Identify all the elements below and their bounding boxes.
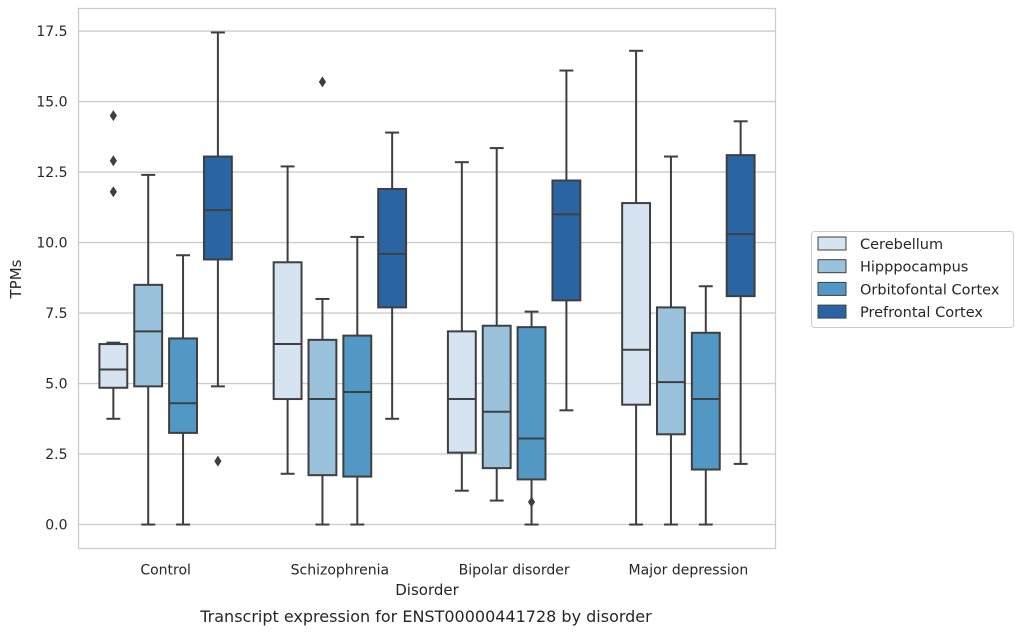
- y-tick-label: 0.0: [45, 518, 67, 534]
- box-series: [98, 31, 756, 526]
- y-tick-label: 10.0: [36, 236, 67, 252]
- plot-area: [77, 7, 777, 550]
- y-tick-label: 7.5: [45, 306, 67, 322]
- x-tick-label: Schizophrenia: [291, 563, 389, 579]
- legend-label: Cerebellum: [860, 237, 943, 253]
- box-iqr: [516, 326, 547, 481]
- legend-swatch: [817, 281, 847, 296]
- box-iqr: [98, 343, 129, 389]
- legend-label: Hipppocampus: [860, 260, 968, 276]
- box-iqr: [342, 334, 373, 478]
- chart-caption: Transcript expression for ENST0000044172…: [199, 607, 652, 626]
- box-iqr: [725, 154, 756, 298]
- legend-label: Prefrontal Cortex: [860, 305, 983, 321]
- legend: Cerebellum Hipppocampus Orbitofontal Corte…: [811, 231, 1014, 328]
- y-tick-label: 17.5: [36, 24, 67, 40]
- box-iqr: [551, 179, 582, 302]
- box-iqr: [168, 337, 198, 434]
- y-tick-label: 5.0: [45, 377, 67, 393]
- box-iqr: [202, 155, 233, 261]
- x-axis-label: Disorder: [395, 581, 459, 599]
- outlier-point: [318, 76, 327, 88]
- y-tick-labels: 0.0 2.5 5.0 7.5 10.0 12.5 15.0 17.5: [36, 24, 67, 533]
- legend-swatch: [817, 236, 847, 251]
- gridlines: [78, 30, 776, 526]
- outlier-point: [109, 155, 117, 167]
- box-iqr: [656, 306, 686, 436]
- legend-swatch: [817, 304, 847, 319]
- y-tick-label: 12.5: [36, 165, 67, 181]
- outlier-point: [109, 110, 117, 122]
- box-iqr: [133, 283, 164, 388]
- outlier-point: [527, 496, 536, 508]
- box-iqr: [307, 338, 338, 477]
- x-tick-label: Major depression: [629, 563, 749, 579]
- y-axis-label: TPMs: [7, 259, 25, 299]
- legend-label: Orbitofontal Cortex: [860, 282, 1000, 298]
- box-iqr: [690, 331, 721, 471]
- x-tick-label: Bipolar disorder: [459, 563, 570, 579]
- x-tick-labels: Control Schizophrenia Bipolar disorder Majo…: [140, 563, 748, 579]
- y-tick-label: 2.5: [45, 447, 67, 463]
- y-tick-label: 15.0: [36, 95, 67, 111]
- box-iqr: [377, 187, 408, 309]
- x-tick-label: Control: [140, 563, 191, 579]
- box-iqr: [446, 330, 477, 454]
- box-iqr: [621, 202, 652, 406]
- outlier-point: [214, 455, 222, 467]
- legend-swatch: [817, 259, 847, 274]
- box-iqr: [272, 261, 303, 401]
- outlier-point: [109, 186, 117, 198]
- box-iqr: [481, 324, 512, 470]
- legend-frame: [811, 231, 1014, 328]
